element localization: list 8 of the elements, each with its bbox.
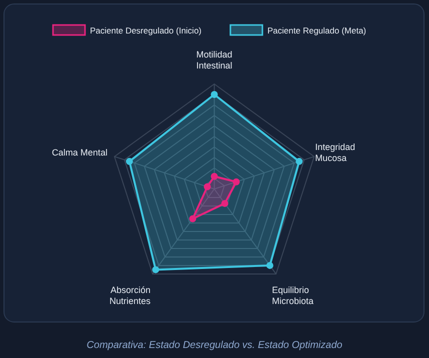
spoke-label: Equilibrio Microbiota — [272, 284, 314, 306]
spoke-label: Integridad Mucosa — [315, 142, 356, 163]
text: Comparativa: Estado Desregulado vs. Estado Optimizado — [86, 340, 343, 351]
legend-label: Paciente Desregulado (Inicio) — [90, 26, 202, 36]
spoke-label: Absorción Nutrientes — [110, 284, 152, 306]
legend-label: Paciente Regulado (Meta) — [267, 26, 366, 36]
spoke-label: Calma Mental — [52, 147, 108, 158]
spoke-label: Motilidad Intestinal — [196, 49, 232, 70]
